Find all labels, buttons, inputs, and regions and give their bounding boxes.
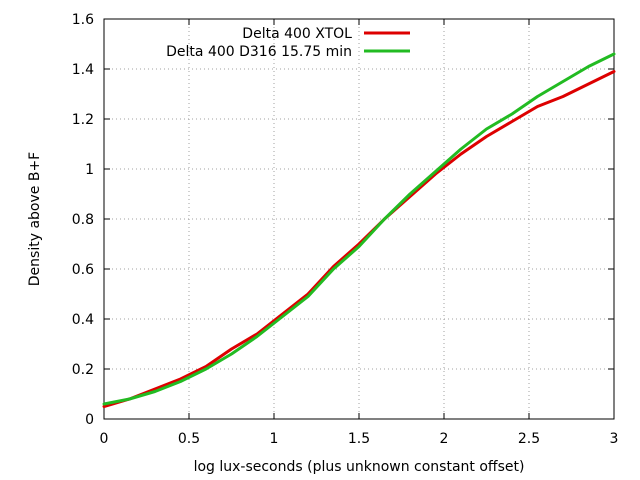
legend-label-2: Delta 400 D316 15.75 min [166,44,352,60]
y-tick-label: 0.4 [72,312,94,328]
x-tick-label: 0.5 [178,431,200,447]
x-tick-label: 1 [270,431,279,447]
series-lines [102,52,616,408]
y-tick-label: 0.8 [72,212,94,228]
y-tick-label: 1 [85,162,94,178]
y-tick-label: 1.4 [72,62,94,78]
x-tick-label: 1.5 [348,431,370,447]
series-line-1 [102,70,616,408]
x-tick-label: 2 [440,431,449,447]
x-tick-label: 3 [610,431,619,447]
x-axis-label: log lux-seconds (plus unknown constant o… [194,459,525,475]
grid [104,19,614,419]
legend: Delta 400 XTOL Delta 400 D316 15.75 min [166,26,410,60]
y-axis-label: Density above B+F [27,152,43,286]
axis-ticks: 0 0.5 1 1.5 2 2.5 3 0 0.2 0.4 0.6 0.8 1 1.2 1.4 1.6 [72,12,619,447]
y-tick-label: 0.6 [72,262,94,278]
y-tick-label: 0.2 [72,362,94,378]
y-tick-label: 1.2 [72,112,94,128]
legend-label-1: Delta 400 XTOL [242,26,352,42]
y-tick-label: 1.6 [72,12,94,28]
y-tick-label: 0 [85,412,94,428]
series-line-2 [102,52,616,406]
x-tick-label: 0 [100,431,109,447]
x-tick-label: 2.5 [518,431,540,447]
